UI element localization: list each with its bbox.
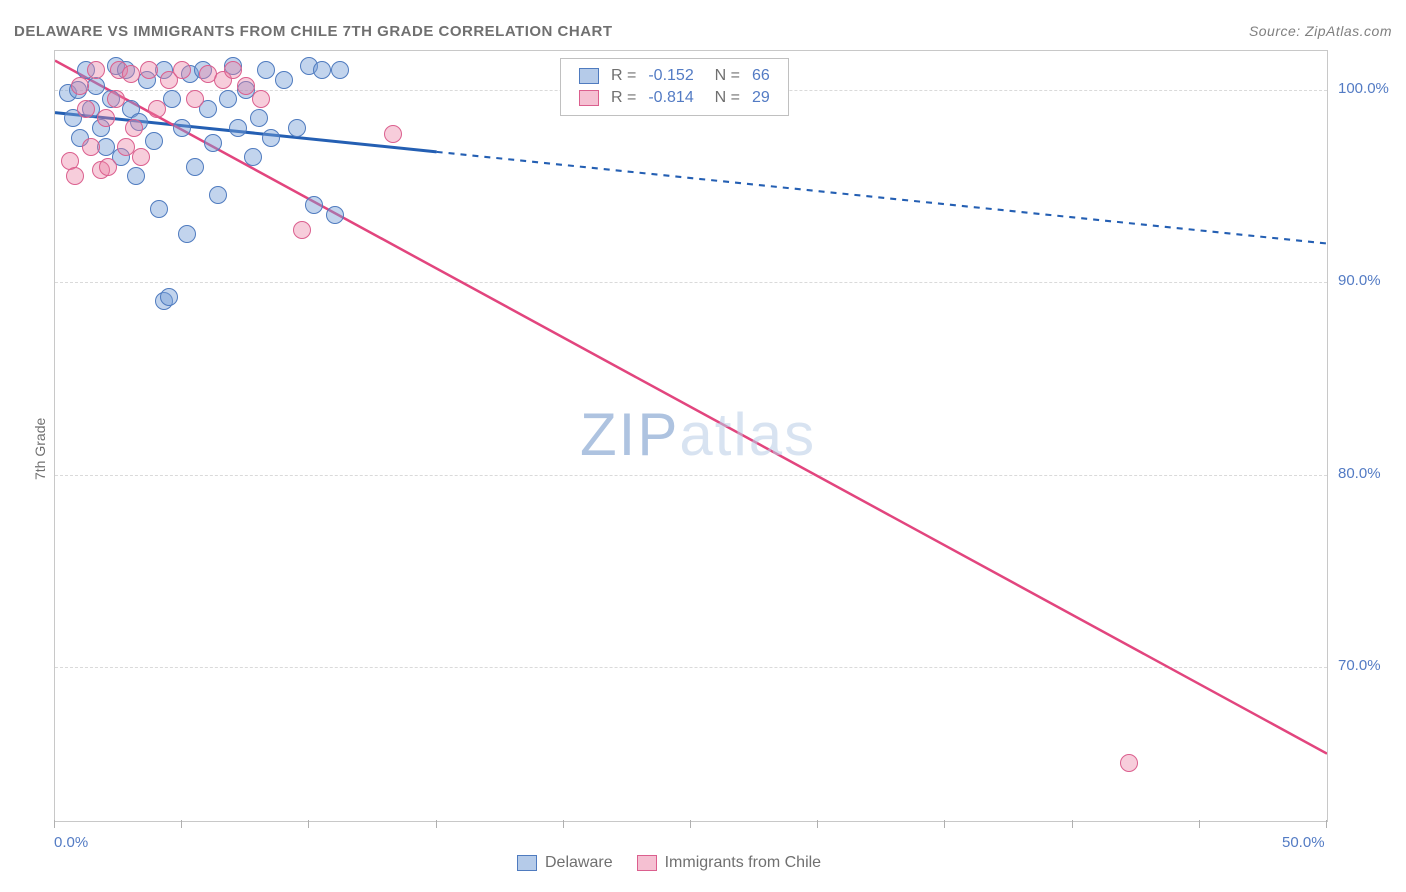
correlation-legend: R =-0.152 N =66R =-0.814 N =29 bbox=[560, 58, 789, 116]
x-tick bbox=[563, 820, 564, 828]
data-point bbox=[219, 90, 237, 108]
data-point bbox=[148, 100, 166, 118]
x-tick-label: 50.0% bbox=[1282, 834, 1325, 851]
chart-title: DELAWARE VS IMMIGRANTS FROM CHILE 7TH GR… bbox=[14, 23, 613, 40]
legend-item: Delaware bbox=[517, 854, 613, 872]
gridline bbox=[55, 282, 1327, 283]
data-point bbox=[229, 119, 247, 137]
data-point bbox=[186, 90, 204, 108]
x-tick bbox=[54, 820, 55, 828]
legend-n-value: 29 bbox=[746, 87, 776, 109]
data-point bbox=[178, 225, 196, 243]
x-tick bbox=[944, 820, 945, 828]
y-tick-label: 100.0% bbox=[1338, 80, 1389, 97]
data-point bbox=[82, 138, 100, 156]
data-point bbox=[244, 148, 262, 166]
data-point bbox=[275, 71, 293, 89]
data-point bbox=[384, 125, 402, 143]
legend-swatch bbox=[637, 855, 657, 871]
legend-item: Immigrants from Chile bbox=[637, 854, 821, 872]
data-point bbox=[262, 129, 280, 147]
gridline bbox=[55, 475, 1327, 476]
data-point bbox=[237, 77, 255, 95]
data-point bbox=[326, 206, 344, 224]
data-point bbox=[127, 167, 145, 185]
x-tick bbox=[308, 820, 309, 828]
data-point bbox=[66, 167, 84, 185]
legend-r-value: -0.814 bbox=[642, 87, 699, 109]
legend-label: Delaware bbox=[545, 854, 613, 871]
data-point bbox=[252, 90, 270, 108]
series-legend: Delaware Immigrants from Chile bbox=[517, 854, 821, 872]
data-point bbox=[77, 100, 95, 118]
data-point bbox=[99, 158, 117, 176]
data-point bbox=[87, 77, 105, 95]
data-point bbox=[173, 119, 191, 137]
data-point bbox=[209, 186, 227, 204]
legend-row: R =-0.814 N =29 bbox=[573, 87, 776, 109]
chart-source: Source: ZipAtlas.com bbox=[1249, 23, 1392, 39]
legend-r-label: R = bbox=[605, 87, 642, 109]
data-point bbox=[163, 90, 181, 108]
y-axis-label: 7th Grade bbox=[32, 418, 48, 480]
x-tick bbox=[1072, 820, 1073, 828]
x-tick-label: 0.0% bbox=[54, 834, 88, 851]
data-point bbox=[257, 61, 275, 79]
data-point bbox=[331, 61, 349, 79]
legend-r-value: -0.152 bbox=[642, 65, 699, 87]
chart-header: DELAWARE VS IMMIGRANTS FROM CHILE 7TH GR… bbox=[14, 18, 1392, 44]
y-tick-label: 80.0% bbox=[1338, 465, 1381, 482]
legend-swatch bbox=[517, 855, 537, 871]
x-tick bbox=[690, 820, 691, 828]
legend-n-label: N = bbox=[700, 65, 746, 87]
data-point bbox=[204, 134, 222, 152]
data-point bbox=[224, 61, 242, 79]
x-tick bbox=[817, 820, 818, 828]
legend-row: R =-0.152 N =66 bbox=[573, 65, 776, 87]
data-point bbox=[293, 221, 311, 239]
data-point bbox=[97, 109, 115, 127]
data-point bbox=[150, 200, 168, 218]
gridline bbox=[55, 667, 1327, 668]
x-tick bbox=[1326, 820, 1327, 828]
x-tick bbox=[181, 820, 182, 828]
y-tick-label: 70.0% bbox=[1338, 657, 1381, 674]
data-point bbox=[250, 109, 268, 127]
data-point bbox=[71, 77, 89, 95]
data-point bbox=[313, 61, 331, 79]
data-point bbox=[145, 132, 163, 150]
data-point bbox=[132, 148, 150, 166]
legend-n-value: 66 bbox=[746, 65, 776, 87]
x-tick bbox=[1199, 820, 1200, 828]
legend-label: Immigrants from Chile bbox=[665, 854, 821, 871]
legend-n-label: N = bbox=[700, 87, 746, 109]
trendlines bbox=[55, 51, 1327, 821]
data-point bbox=[1120, 754, 1138, 772]
legend-swatch bbox=[579, 90, 599, 106]
data-point bbox=[160, 288, 178, 306]
data-point bbox=[186, 158, 204, 176]
data-point bbox=[288, 119, 306, 137]
plot-area bbox=[54, 50, 1328, 822]
data-point bbox=[305, 196, 323, 214]
legend-r-label: R = bbox=[605, 65, 642, 87]
trendline-dashed bbox=[437, 152, 1327, 244]
trendline-solid bbox=[55, 61, 1327, 754]
legend-swatch bbox=[579, 68, 599, 84]
x-tick bbox=[436, 820, 437, 828]
data-point bbox=[125, 119, 143, 137]
y-tick-label: 90.0% bbox=[1338, 272, 1381, 289]
data-point bbox=[87, 61, 105, 79]
